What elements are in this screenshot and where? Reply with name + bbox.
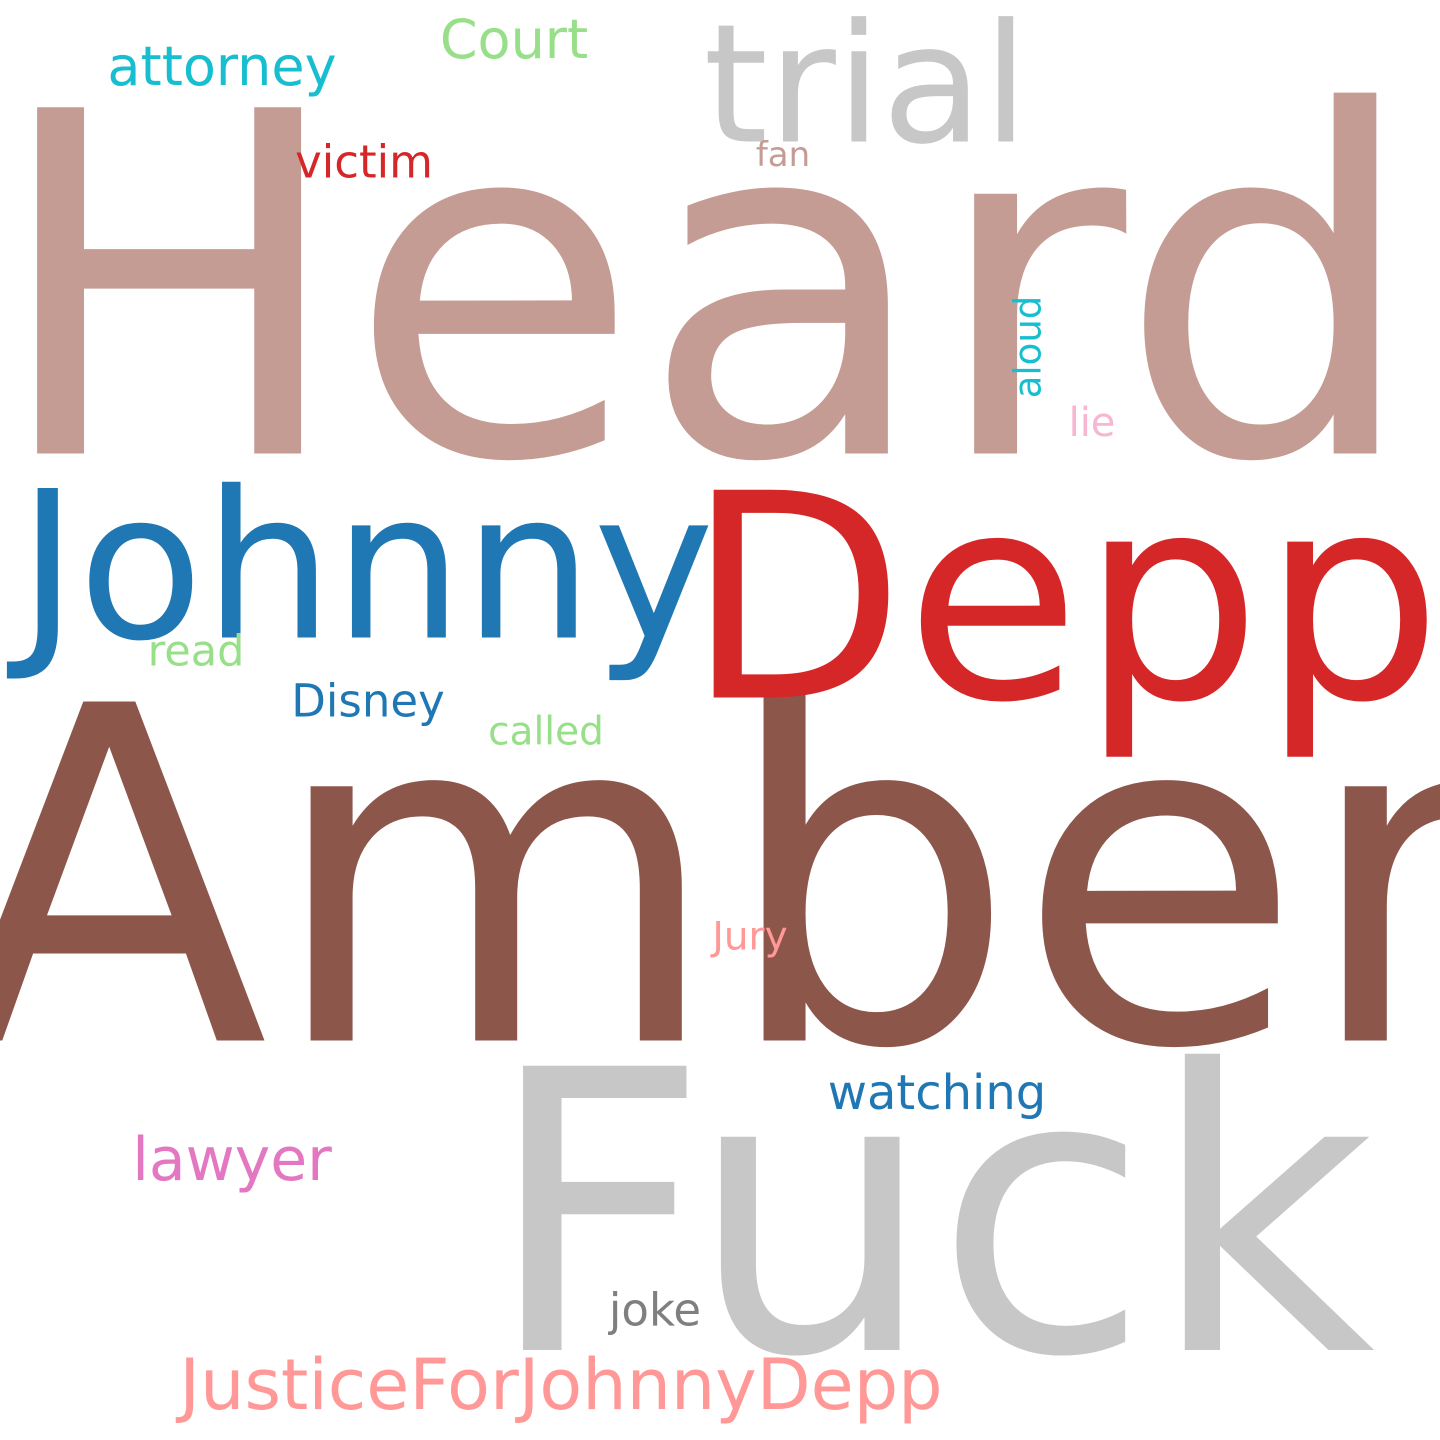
word-lawyer: lawyer	[132, 1125, 332, 1195]
word-jury: Jury	[712, 914, 788, 960]
word-lie: lie	[1068, 400, 1116, 446]
word-fuck: Fuck	[484, 988, 1376, 1440]
word-read: read	[147, 626, 245, 677]
word-disney: Disney	[291, 674, 445, 728]
word-attorney: attorney	[107, 35, 337, 98]
word-aloud: aloud	[1006, 295, 1050, 399]
word-amber: Amber	[0, 608, 1440, 1151]
word-johnny: Johnny	[17, 448, 715, 687]
word-called: called	[488, 709, 604, 755]
word-trial: trial	[703, 0, 1029, 181]
word-victim: victim	[295, 135, 433, 189]
word-heard: Heard	[0, 13, 1420, 567]
word-court: Court	[439, 8, 589, 71]
word-depp: Depp	[685, 433, 1440, 766]
word-justicefor-johnnydepp: JusticeForJohnnyDepp	[179, 1344, 943, 1426]
word-joke: joke	[608, 1283, 702, 1337]
word-watching: watching	[827, 1065, 1047, 1121]
word-fan: fan	[755, 135, 811, 175]
